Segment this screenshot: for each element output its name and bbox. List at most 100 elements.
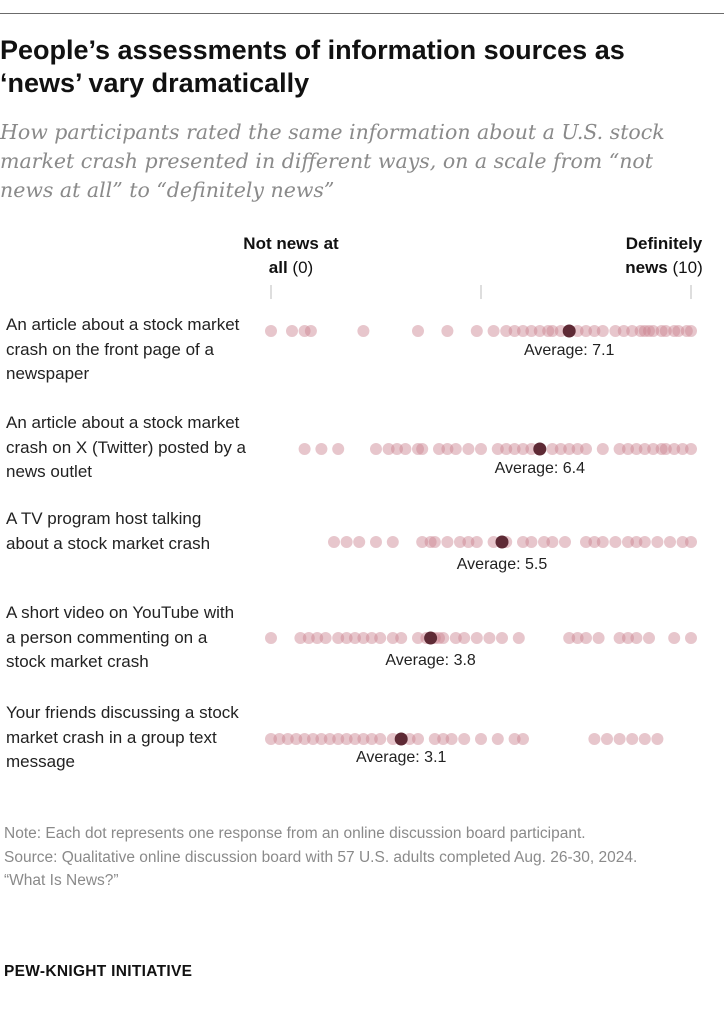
response-dot [546,443,559,455]
response-dot [386,536,399,548]
response-dot [609,536,622,548]
response-dot [580,325,592,337]
response-dot [643,632,655,644]
response-dot [365,632,378,644]
response-dot [302,632,315,644]
response-dot [517,733,529,745]
average-dot [394,732,408,746]
average-dot [495,535,509,549]
response-dot [601,733,613,745]
response-dot [622,632,634,644]
response-dot [685,536,697,548]
response-dot [630,536,643,548]
response-dot [437,632,450,644]
response-dot [340,733,353,745]
response-dot [458,733,471,745]
response-dot [668,632,681,644]
response-dot [416,536,429,548]
response-dot [315,443,328,455]
response-dot [655,443,668,455]
response-dot [651,733,664,745]
response-dot [475,443,487,455]
response-dot [525,536,538,548]
response-dot [386,632,399,644]
response-dot [445,733,458,745]
response-dot [588,536,601,548]
response-dot [554,443,567,455]
response-dot [391,443,403,455]
row-label-friends: Your friends discussing a stock market c… [6,703,239,771]
report-title: “What Is News?” [4,872,119,889]
response-dot [332,632,345,644]
response-dot [613,632,626,644]
response-dot [655,325,668,337]
response-dot [517,443,529,455]
response-dot [412,443,424,455]
response-dot [265,733,277,745]
response-dot [508,325,521,337]
response-dot [441,443,454,455]
response-dot [533,325,546,337]
response-dot [290,733,303,745]
response-dot [462,536,475,548]
response-dot [357,325,370,337]
response-dot [525,325,538,337]
average-dot [533,442,547,456]
response-dot [580,632,592,644]
response-dot [340,632,353,644]
response-dot [638,733,651,745]
response-dot [470,632,483,644]
response-dot [634,325,647,337]
footnotes: Note: Each dot represents one response f… [4,822,704,893]
average-label-youtube: Average: 3.8 [385,652,476,669]
response-dot [613,733,626,745]
response-dot [370,443,382,455]
response-dot [685,632,697,644]
response-dot [491,733,504,745]
row-label-newspaper: An article about a stock market crash on… [6,315,240,383]
response-dot [542,325,555,337]
response-dot [365,733,378,745]
response-dot [424,536,437,548]
response-dot [630,443,643,455]
response-dot [512,632,525,644]
response-dot [311,632,324,644]
row-dots-4 [265,732,664,746]
average-label-newspaper: Average: 7.1 [523,342,615,359]
response-dot [370,536,382,548]
response-dot [454,536,466,548]
source-text: Source: Qualitative online discussion bo… [4,848,638,866]
response-dot [680,325,693,337]
average-label-friends: Average: 3.1 [355,749,447,766]
response-dot [428,536,441,548]
chart-title: People’s assessments of information sour… [0,35,625,98]
response-dot [508,733,521,745]
chart-subtitle: How participants rated the same informat… [0,120,665,202]
response-dot [307,733,319,745]
row-dots-3 [265,631,697,645]
response-dot [638,536,651,548]
response-dot [596,325,609,337]
response-dot [580,536,592,548]
response-dot [676,443,689,455]
response-dot [374,632,387,644]
response-dot [630,632,643,644]
response-dot [298,443,311,455]
row-dots-0 [265,324,697,338]
response-dot [395,632,408,644]
row-label-youtube: A short video on YouTube with a person c… [6,603,235,671]
row-dots-2 [328,535,697,549]
response-dot [563,632,576,644]
response-dot [412,733,424,745]
response-dot [622,443,634,455]
scale-right-value: (10) [672,258,703,277]
response-dot [571,443,584,455]
response-dot [470,536,483,548]
average-label-tv: Average: 5.5 [456,556,548,573]
response-dot [399,443,412,455]
response-dot [517,325,529,337]
dot-chart [265,285,697,746]
response-dot [265,325,277,337]
response-dot [685,325,697,337]
response-dot [332,733,345,745]
